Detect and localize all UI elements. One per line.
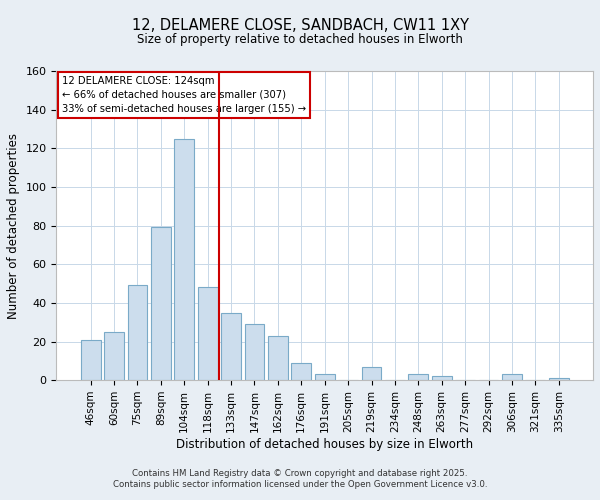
Bar xyxy=(175,138,194,380)
Bar xyxy=(104,332,124,380)
Bar xyxy=(198,288,218,380)
Bar xyxy=(432,376,452,380)
Bar xyxy=(502,374,522,380)
Bar xyxy=(268,336,288,380)
Bar xyxy=(315,374,335,380)
Text: 12, DELAMERE CLOSE, SANDBACH, CW11 1XY: 12, DELAMERE CLOSE, SANDBACH, CW11 1XY xyxy=(131,18,469,32)
Bar xyxy=(362,366,382,380)
Text: Size of property relative to detached houses in Elworth: Size of property relative to detached ho… xyxy=(137,32,463,46)
Bar xyxy=(292,363,311,380)
Text: Contains public sector information licensed under the Open Government Licence v3: Contains public sector information licen… xyxy=(113,480,487,489)
Text: 12 DELAMERE CLOSE: 124sqm
← 66% of detached houses are smaller (307)
33% of semi: 12 DELAMERE CLOSE: 124sqm ← 66% of detac… xyxy=(62,76,306,114)
Bar xyxy=(409,374,428,380)
X-axis label: Distribution of detached houses by size in Elworth: Distribution of detached houses by size … xyxy=(176,438,473,450)
Bar xyxy=(81,340,101,380)
Bar xyxy=(128,286,148,380)
Y-axis label: Number of detached properties: Number of detached properties xyxy=(7,132,20,318)
Bar xyxy=(221,312,241,380)
Bar xyxy=(549,378,569,380)
Bar xyxy=(151,228,171,380)
Text: Contains HM Land Registry data © Crown copyright and database right 2025.: Contains HM Land Registry data © Crown c… xyxy=(132,468,468,477)
Bar xyxy=(245,324,265,380)
